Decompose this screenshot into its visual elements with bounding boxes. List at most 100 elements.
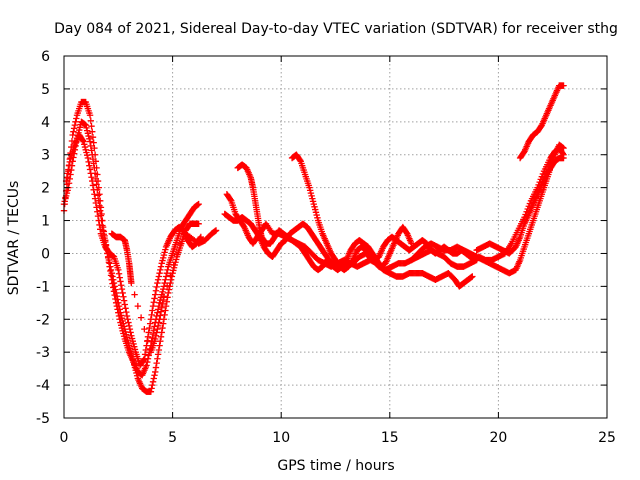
series-track-d: [108, 227, 220, 356]
data-point: [177, 240, 184, 248]
data-point: [151, 372, 158, 379]
data-point: [163, 298, 171, 305]
data-point: [408, 240, 415, 247]
data-point: [84, 154, 92, 162]
data-point: [110, 276, 117, 283]
x-tick-label: 20: [489, 430, 507, 446]
data-point: [72, 118, 79, 126]
data-point: [149, 381, 156, 389]
data-point: [64, 170, 71, 177]
data-point: [140, 356, 147, 364]
data-point: [89, 155, 97, 163]
y-tick-label: 3: [41, 148, 50, 164]
data-point: [121, 301, 129, 308]
data-point: [154, 322, 162, 330]
data-point: [155, 273, 163, 280]
data-point: [167, 272, 174, 279]
data-point: [141, 325, 148, 333]
data-point: [149, 378, 157, 385]
data-point: [70, 128, 77, 135]
data-point: [120, 297, 128, 304]
data-point: [125, 322, 133, 330]
data-point: [165, 289, 172, 297]
data-point: [113, 293, 121, 300]
data-series: [60, 82, 567, 395]
data-point: [88, 147, 95, 154]
series-track-c: [62, 131, 205, 369]
x-tick-label: 15: [381, 430, 399, 446]
data-point: [92, 175, 100, 183]
data-point: [156, 342, 163, 349]
data-point: [147, 388, 155, 395]
data-point: [128, 279, 135, 287]
data-point: [145, 352, 152, 359]
data-point: [73, 115, 80, 122]
data-point: [155, 346, 163, 354]
data-point: [162, 302, 170, 310]
data-point: [152, 287, 160, 294]
y-tick-label: 0: [41, 246, 50, 262]
data-point: [87, 142, 94, 150]
data-point: [120, 293, 127, 300]
data-point: [86, 166, 94, 173]
data-point: [141, 355, 148, 362]
data-point: [164, 294, 171, 301]
data-point: [106, 260, 113, 267]
data-point: [150, 299, 157, 306]
data-point: [152, 291, 159, 298]
data-point: [65, 166, 72, 173]
y-tick-label: 1: [41, 214, 50, 230]
data-point: [143, 342, 150, 349]
data-point: [165, 286, 173, 293]
data-point: [167, 276, 175, 283]
data-point: [94, 212, 102, 220]
plot-frame: [63, 55, 608, 419]
data-point: [109, 273, 116, 280]
data-point: [151, 295, 158, 302]
data-point: [110, 279, 118, 287]
data-point: [148, 311, 155, 319]
data-point: [212, 227, 220, 234]
data-point: [149, 307, 156, 314]
data-point: [88, 123, 95, 130]
data-point: [117, 282, 125, 289]
x-axis-label: GPS time / hours: [277, 458, 394, 474]
data-point: [152, 368, 159, 376]
data-point: [159, 320, 167, 327]
data-point: [112, 289, 120, 297]
data-point: [157, 266, 164, 274]
data-point: [94, 192, 102, 199]
data-point: [137, 314, 145, 321]
y-tick-label: 5: [41, 82, 50, 98]
data-point: [111, 283, 118, 290]
data-point: [65, 162, 73, 169]
data-point: [97, 207, 104, 214]
y-tick-label: -4: [36, 378, 50, 394]
data-point: [148, 385, 155, 392]
data-point: [99, 227, 107, 234]
data-point: [157, 308, 165, 315]
data-point: [90, 160, 97, 167]
data-point: [89, 177, 96, 185]
data-point: [143, 362, 150, 369]
y-tick-label: 4: [41, 115, 50, 131]
data-point: [560, 82, 567, 89]
data-point: [122, 305, 129, 312]
data-point: [162, 273, 170, 280]
data-point: [195, 220, 202, 228]
data-point: [107, 266, 115, 274]
data-point: [152, 332, 160, 339]
data-point: [154, 355, 161, 362]
data-point: [85, 158, 92, 166]
y-tick-label: -3: [36, 345, 50, 361]
data-point: [154, 279, 161, 287]
data-point: [86, 112, 94, 119]
chart-title: Day 084 of 2021, Sidereal Day-to-day VTE…: [54, 21, 618, 37]
x-tick-label: 0: [60, 430, 69, 446]
data-point: [71, 121, 79, 129]
data-point: [116, 306, 123, 313]
data-point: [123, 308, 130, 316]
data-point: [117, 278, 124, 285]
data-point: [145, 329, 152, 336]
